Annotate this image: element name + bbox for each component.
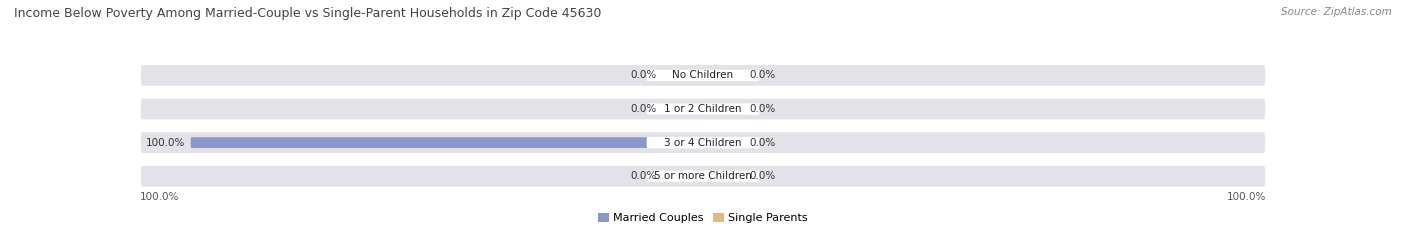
Text: 100.0%: 100.0% — [146, 138, 186, 148]
FancyBboxPatch shape — [662, 171, 703, 182]
FancyBboxPatch shape — [139, 64, 1267, 87]
Text: Source: ZipAtlas.com: Source: ZipAtlas.com — [1281, 7, 1392, 17]
Text: 0.0%: 0.0% — [749, 138, 775, 148]
Text: 0.0%: 0.0% — [631, 70, 657, 80]
FancyBboxPatch shape — [647, 137, 759, 148]
Text: 0.0%: 0.0% — [749, 171, 775, 181]
Text: 100.0%: 100.0% — [1227, 192, 1267, 202]
Text: No Children: No Children — [672, 70, 734, 80]
Text: 0.0%: 0.0% — [631, 171, 657, 181]
FancyBboxPatch shape — [139, 131, 1267, 154]
FancyBboxPatch shape — [191, 137, 703, 148]
FancyBboxPatch shape — [662, 104, 703, 114]
FancyBboxPatch shape — [647, 171, 759, 182]
Text: 0.0%: 0.0% — [749, 70, 775, 80]
FancyBboxPatch shape — [139, 97, 1267, 121]
FancyBboxPatch shape — [703, 70, 744, 81]
Legend: Married Couples, Single Parents: Married Couples, Single Parents — [593, 208, 813, 227]
FancyBboxPatch shape — [703, 104, 744, 114]
Text: 1 or 2 Children: 1 or 2 Children — [664, 104, 742, 114]
Text: 0.0%: 0.0% — [631, 104, 657, 114]
Text: 3 or 4 Children: 3 or 4 Children — [664, 138, 742, 148]
Text: 0.0%: 0.0% — [749, 104, 775, 114]
FancyBboxPatch shape — [139, 164, 1267, 188]
FancyBboxPatch shape — [647, 70, 759, 81]
FancyBboxPatch shape — [703, 137, 744, 148]
FancyBboxPatch shape — [703, 171, 744, 182]
FancyBboxPatch shape — [662, 70, 703, 81]
FancyBboxPatch shape — [647, 103, 759, 115]
Text: 5 or more Children: 5 or more Children — [654, 171, 752, 181]
Text: 100.0%: 100.0% — [139, 192, 179, 202]
Text: Income Below Poverty Among Married-Couple vs Single-Parent Households in Zip Cod: Income Below Poverty Among Married-Coupl… — [14, 7, 602, 20]
